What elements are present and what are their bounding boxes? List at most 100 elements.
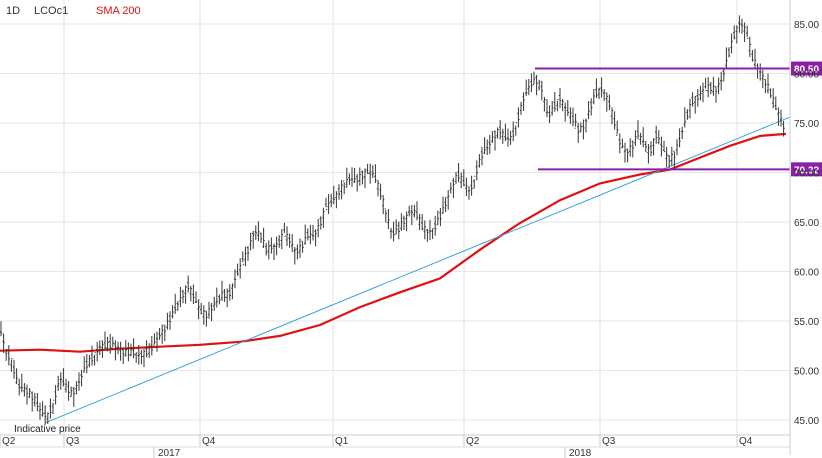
ohlc-bar <box>603 89 606 101</box>
ohlc-bar <box>278 235 281 248</box>
ohlc-bar <box>538 79 541 91</box>
ohlc-bar <box>77 372 81 391</box>
ohlc-bar <box>62 368 65 387</box>
ohlc-bar <box>701 82 705 103</box>
ohlc-bar <box>122 347 125 364</box>
x-quarter-label: Q3 <box>66 436 80 447</box>
ohlc-bar <box>2 333 5 353</box>
ohlc-bar <box>460 172 463 189</box>
ohlc-bar <box>374 164 377 183</box>
ohlc-bar <box>5 348 8 361</box>
ohlc-bar <box>376 179 380 197</box>
ohlc-bar <box>727 47 731 58</box>
y-axis: 45.00 50.00 55.00 60.00 65.00 70.00 75.00 80.00… <box>789 0 819 455</box>
ohlc-bar <box>371 165 374 179</box>
ohlc-bar <box>748 36 751 57</box>
ohlc-bar <box>480 146 484 166</box>
ohlc-bar <box>356 174 359 192</box>
ohlc-bar <box>486 139 489 155</box>
ohlc-bar <box>311 224 315 241</box>
x-axis: Q2 Q3 Q4 Q1 Q2 Q3 Q4 2017 2018 <box>0 434 790 458</box>
ohlc-bar <box>244 246 247 267</box>
ohlc-bar <box>764 79 767 94</box>
ohlc-bar <box>96 341 99 362</box>
ohlc-bar <box>337 184 341 200</box>
ohlc-bar <box>20 373 23 393</box>
ohlc-bar <box>582 119 585 140</box>
ohlc-bar <box>265 243 268 256</box>
ohlc-bar <box>270 237 273 254</box>
ohlc-bar <box>532 71 536 86</box>
ohlc-bar <box>88 355 91 368</box>
ohlc-bar <box>72 386 75 407</box>
sma-legend-label: SMA 200 <box>96 5 141 17</box>
ohlc-bar <box>543 96 546 112</box>
ohlc-bar <box>150 336 153 356</box>
ohlc-bar <box>25 384 29 405</box>
ohlc-bar <box>163 324 166 342</box>
ohlc-bar <box>691 92 694 107</box>
ohlc-bar <box>465 177 468 197</box>
ohlc-bar <box>462 169 465 187</box>
trend-line <box>44 116 791 424</box>
ohlc-bar <box>179 287 182 307</box>
ohlc-bar <box>738 15 741 33</box>
ohlc-bar <box>722 68 725 82</box>
ohlc-bar <box>93 352 96 366</box>
ohlc-bar <box>413 204 416 218</box>
ohlc-bar <box>439 208 442 227</box>
ohlc-bar <box>623 142 627 163</box>
ohlc-bar <box>345 167 348 188</box>
ohlc-bar <box>616 120 619 136</box>
ohlc-bar <box>639 132 642 145</box>
ohlc-bar <box>475 160 478 181</box>
ohlc-bar <box>782 120 785 137</box>
ohlc-bar <box>397 221 400 240</box>
ohlc-bar <box>0 321 3 337</box>
ohlc-bar <box>309 224 312 245</box>
ohlc-bar <box>267 240 270 260</box>
ohlc-bar <box>111 336 114 349</box>
y-tick-label: 55.00 <box>794 317 819 328</box>
ohlc-bar <box>454 172 458 184</box>
grid <box>0 0 790 435</box>
ohlc-bar <box>564 102 567 122</box>
ohlc-bar <box>670 146 673 166</box>
ohlc-bar <box>70 386 73 398</box>
ohlc-bar <box>714 86 718 103</box>
ohlc-bar <box>519 101 523 115</box>
ohlc-bar <box>535 75 538 96</box>
ohlc-bar <box>600 77 603 98</box>
ohlc-bar <box>90 345 94 366</box>
ohlc-bar <box>241 251 244 265</box>
ohlc-bar <box>174 293 177 314</box>
ohlc-bar <box>38 402 42 420</box>
ohlc-bar <box>207 301 211 319</box>
ohlc-bar <box>236 263 239 276</box>
ohlc-bar <box>288 233 291 248</box>
ohlc-bar <box>340 180 343 200</box>
ohlc-bar <box>257 221 260 241</box>
ohlc-bar <box>296 244 299 260</box>
y-tick-label: 50.00 <box>794 367 819 378</box>
ohlc-bar <box>509 130 512 145</box>
ohlc-bar <box>506 128 510 147</box>
ohlc-bar <box>668 155 671 168</box>
ohlc-bar <box>504 123 507 142</box>
ohlc-bar <box>431 227 434 239</box>
ohlc-bar <box>254 225 257 240</box>
ohlc-bar <box>678 128 681 148</box>
ohlc-bar <box>410 205 413 226</box>
ohlc-bar <box>647 144 650 164</box>
ohlc-bar <box>324 197 328 211</box>
ohlc-bar <box>400 213 403 231</box>
ohlc-bar <box>249 232 252 251</box>
ohlc-bar <box>41 401 44 417</box>
ohlc-bar <box>33 392 36 407</box>
ohlc-bar <box>389 227 393 239</box>
ohlc-bar <box>566 100 569 117</box>
ohlc-bar <box>304 224 307 245</box>
ohlc-bar <box>31 391 34 412</box>
ohlc-bar <box>306 228 309 241</box>
ohlc-bar <box>665 146 668 167</box>
